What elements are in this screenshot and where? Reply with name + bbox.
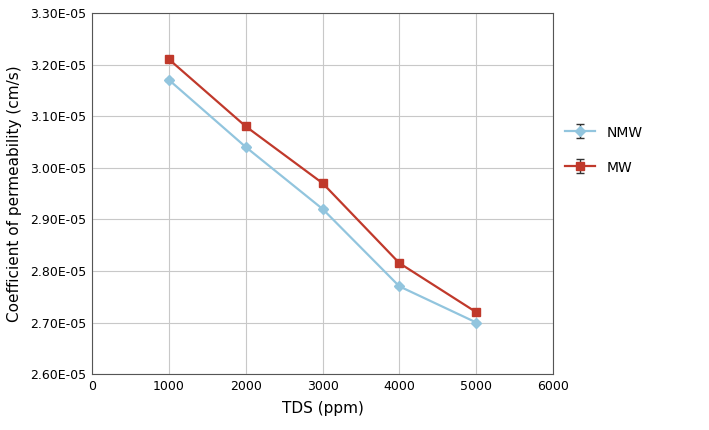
Legend: NMW, MW: NMW, MW [564, 126, 642, 175]
X-axis label: TDS (ppm): TDS (ppm) [281, 401, 364, 416]
Y-axis label: Coefficient of permeability (cm/s): Coefficient of permeability (cm/s) [7, 65, 22, 322]
